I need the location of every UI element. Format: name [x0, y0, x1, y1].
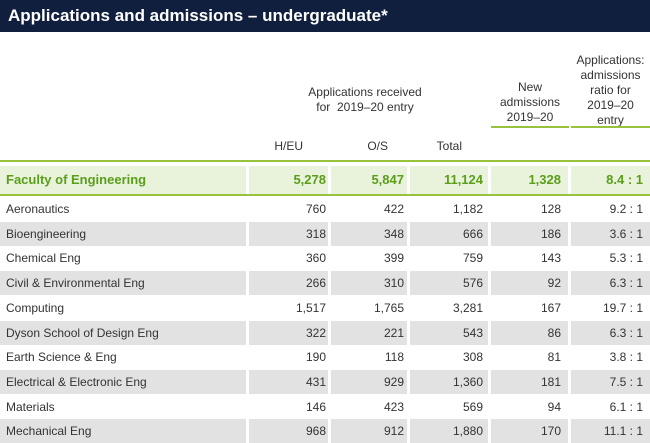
table-row: Chemical Eng 360 399 759 143 5.3 : 1 [0, 246, 650, 270]
cell-total: 569 [462, 399, 483, 414]
cell-name: Computing [6, 300, 65, 315]
cell-ratio: 5.3 : 1 [609, 251, 643, 266]
cell-ratio: 6.3 : 1 [609, 325, 643, 340]
cell-new-admissions: 94 [547, 399, 561, 414]
cell-heu: 360 [305, 251, 326, 266]
cell-total: 308 [462, 350, 483, 365]
cell-ratio: 19.7 : 1 [602, 300, 643, 315]
column-header-heu: H/EU [274, 139, 303, 153]
cell-name: Materials [6, 399, 55, 414]
ratio-header: Applications: admissions ratio for 2019–… [576, 53, 645, 127]
applications-received-header: Applications received for 2019–20 entry [308, 85, 422, 114]
cell-new-admissions: 143 [540, 251, 561, 266]
cell-os: 423 [383, 399, 404, 414]
cell-ratio: 11.1 : 1 [603, 424, 643, 439]
column-header-underline [0, 160, 650, 162]
cell-name: Earth Science & Eng [6, 350, 117, 365]
table-row: Earth Science & Eng 190 118 308 81 3.8 : 1 [0, 345, 650, 369]
table-row: Electrical & Electronic Eng 431 929 1,360 18… [0, 369, 650, 394]
cell-ratio: 7.5 : 1 [609, 374, 643, 389]
cell-new-admissions: 181 [540, 374, 561, 389]
cell-total: 1,880 [452, 424, 483, 439]
cell-total: 1,360 [452, 374, 483, 389]
cell-os: 929 [383, 374, 404, 389]
cell-heu: 1,517 [295, 300, 326, 315]
page-title: Applications and admissions – undergradu… [0, 0, 650, 32]
cell-heu: 190 [305, 350, 326, 365]
cell-heu: 760 [305, 202, 326, 216]
cell-total: 543 [462, 325, 483, 340]
table-row: Mechanical Eng 968 912 1,880 170 11.1 : 1 [0, 419, 650, 443]
cell-total: 759 [462, 251, 483, 266]
faculty-os: 5,847 [371, 172, 404, 187]
faculty-heu: 5,278 [293, 172, 326, 187]
cell-ratio: 6.1 : 1 [609, 399, 643, 414]
column-header-os: O/S [367, 139, 388, 153]
faculty-total: 11,124 [443, 172, 483, 187]
cell-os: 1,765 [373, 300, 404, 315]
faculty-total-row: Faculty of Engineering 5,278 5,847 11,12… [0, 166, 650, 194]
cell-os: 348 [383, 226, 404, 241]
new-admissions-header: New admissions 2019–20 [499, 80, 561, 124]
cell-total: 576 [462, 276, 483, 291]
cell-name: Electrical & Electronic Eng [6, 374, 147, 389]
cell-name: Chemical Eng [6, 251, 81, 266]
cell-ratio: 3.6 : 1 [609, 226, 643, 241]
cell-new-admissions: 186 [540, 226, 561, 241]
cell-ratio: 3.8 : 1 [609, 350, 643, 365]
column-header-total: Total [436, 139, 462, 153]
cell-heu: 322 [305, 325, 326, 340]
cell-total: 1,182 [452, 202, 483, 216]
cell-heu: 318 [305, 226, 326, 241]
table-row: Aeronautics 760 422 1,182 128 9.2 : 1 [0, 197, 650, 221]
cell-heu: 146 [305, 399, 326, 414]
cell-heu: 431 [305, 374, 326, 389]
table-row: Dyson School of Design Eng 322 221 543 86 6.3… [0, 320, 650, 345]
cell-ratio: 6.3 : 1 [609, 276, 643, 291]
cell-os: 399 [383, 251, 404, 266]
faculty-new-admissions: 1,328 [528, 172, 561, 187]
faculty-underline [0, 194, 650, 196]
cell-name: Dyson School of Design Eng [6, 325, 159, 340]
admissions-table: Applications received for 2019–20 entry … [0, 32, 650, 443]
table-row: Materials 146 423 569 94 6.1 : 1 [0, 395, 650, 419]
cell-name: Mechanical Eng [6, 424, 92, 439]
new-admissions-underline [491, 126, 569, 128]
cell-os: 912 [383, 424, 404, 439]
cell-new-admissions: 170 [540, 424, 561, 439]
cell-os: 221 [383, 325, 404, 340]
cell-heu: 266 [305, 276, 326, 291]
cell-new-admissions: 92 [547, 276, 561, 291]
cell-name: Bioengineering [6, 226, 87, 241]
cell-ratio: 9.2 : 1 [609, 202, 643, 216]
cell-new-admissions: 167 [540, 300, 561, 315]
cell-heu: 968 [305, 424, 326, 439]
faculty-name: Faculty of Engineering [6, 172, 147, 187]
table-row: Computing 1,517 1,765 3,281 167 19.7 : 1 [0, 296, 650, 320]
cell-new-admissions: 86 [547, 325, 561, 340]
ratio-underline [571, 126, 650, 128]
faculty-ratio: 8.4 : 1 [606, 172, 643, 187]
cell-os: 422 [383, 202, 404, 216]
cell-new-admissions: 81 [547, 350, 561, 365]
table-row: Bioengineering 318 348 666 186 3.6 : 1 [0, 221, 650, 246]
cell-new-admissions: 128 [540, 202, 561, 216]
cell-name: Civil & Environmental Eng [6, 276, 145, 291]
cell-total: 3,281 [452, 300, 483, 315]
cell-name: Aeronautics [6, 202, 70, 216]
cell-os: 118 [384, 350, 404, 365]
table-row: Civil & Environmental Eng 266 310 576 92 6.3 … [0, 271, 650, 296]
cell-os: 310 [383, 276, 404, 291]
cell-total: 666 [462, 226, 483, 241]
